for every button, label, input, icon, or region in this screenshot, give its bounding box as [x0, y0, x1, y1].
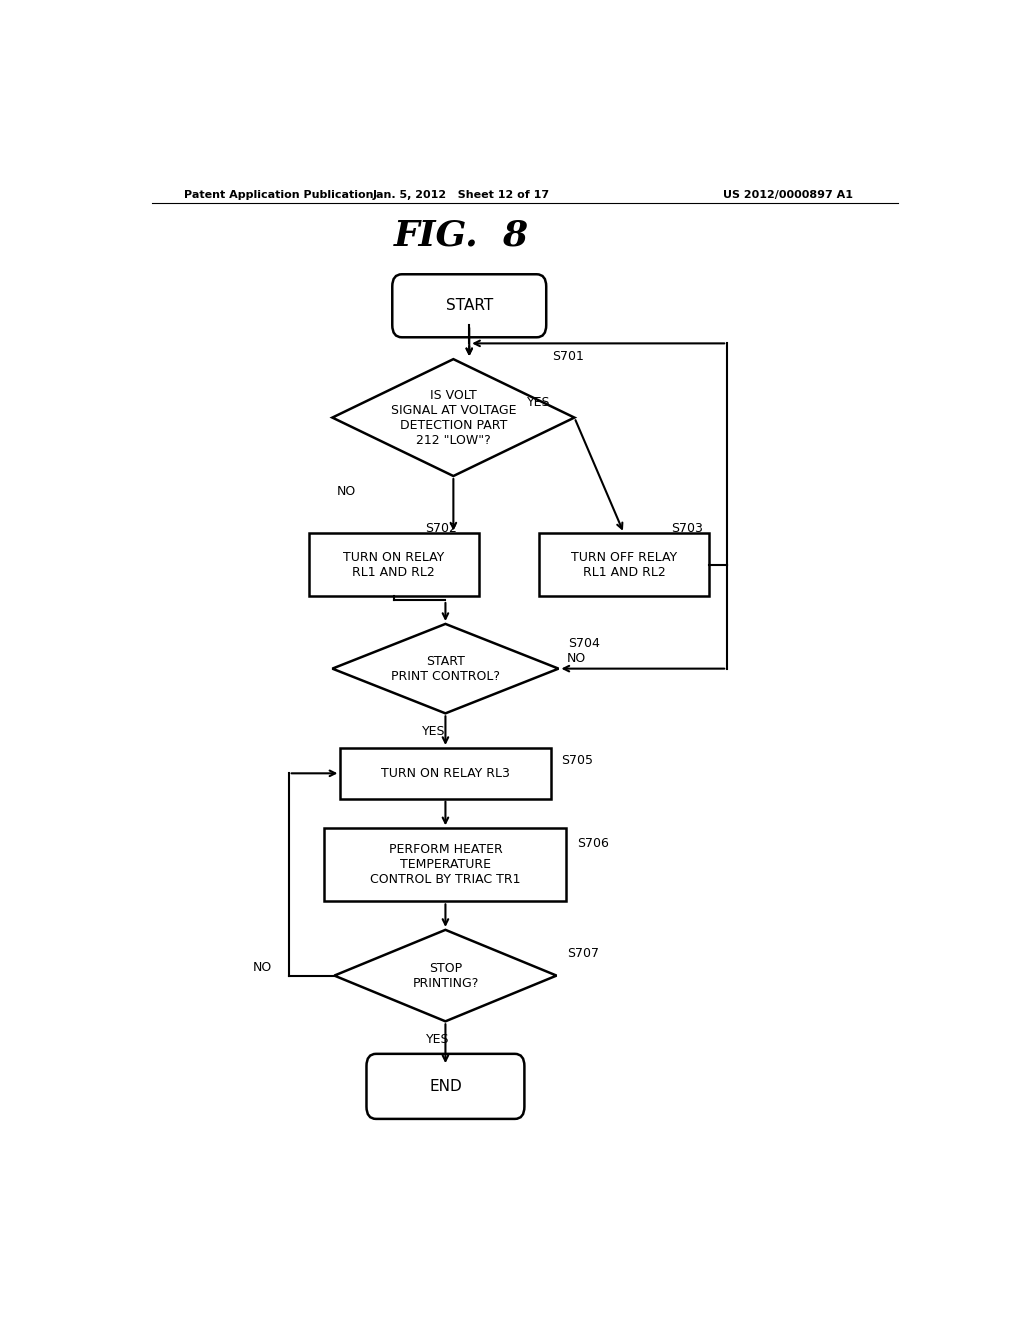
Text: NO: NO [253, 961, 272, 974]
Text: START: START [445, 298, 493, 313]
Polygon shape [333, 359, 574, 477]
Bar [340, 748, 551, 799]
Text: END: END [429, 1078, 462, 1094]
Text: S705: S705 [561, 754, 593, 767]
Text: Patent Application Publication: Patent Application Publication [183, 190, 373, 201]
Text: NO: NO [336, 484, 355, 498]
Text: START
PRINT CONTROL?: START PRINT CONTROL? [391, 655, 500, 682]
Text: NO: NO [566, 652, 586, 665]
Text: YES: YES [426, 1034, 450, 1047]
Text: US 2012/0000897 A1: US 2012/0000897 A1 [723, 190, 853, 201]
Text: S702: S702 [426, 521, 458, 535]
FancyBboxPatch shape [392, 275, 546, 338]
Text: TURN OFF RELAY
RL1 AND RL2: TURN OFF RELAY RL1 AND RL2 [571, 550, 677, 579]
Text: TURN ON RELAY RL3: TURN ON RELAY RL3 [381, 767, 510, 780]
Bar [539, 533, 710, 597]
Bar [308, 533, 479, 597]
Text: S707: S707 [567, 946, 599, 960]
Text: STOP
PRINTING?: STOP PRINTING? [413, 961, 478, 990]
Text: PERFORM HEATER
TEMPERATURE
CONTROL BY TRIAC TR1: PERFORM HEATER TEMPERATURE CONTROL BY TR… [371, 843, 520, 886]
Text: S701: S701 [553, 350, 585, 363]
Text: Jan. 5, 2012   Sheet 12 of 17: Jan. 5, 2012 Sheet 12 of 17 [373, 190, 550, 201]
Text: FIG.  8: FIG. 8 [394, 219, 528, 252]
Text: S706: S706 [578, 837, 609, 850]
Text: S703: S703 [672, 521, 703, 535]
Bar [325, 828, 566, 902]
Text: S704: S704 [568, 636, 600, 649]
Polygon shape [334, 929, 557, 1022]
Text: IS VOLT
SIGNAL AT VOLTAGE
DETECTION PART
212 "LOW"?: IS VOLT SIGNAL AT VOLTAGE DETECTION PART… [390, 388, 516, 446]
FancyBboxPatch shape [367, 1053, 524, 1119]
Polygon shape [333, 624, 558, 713]
Text: YES: YES [526, 396, 550, 409]
Text: TURN ON RELAY
RL1 AND RL2: TURN ON RELAY RL1 AND RL2 [343, 550, 444, 579]
Text: YES: YES [422, 725, 445, 738]
